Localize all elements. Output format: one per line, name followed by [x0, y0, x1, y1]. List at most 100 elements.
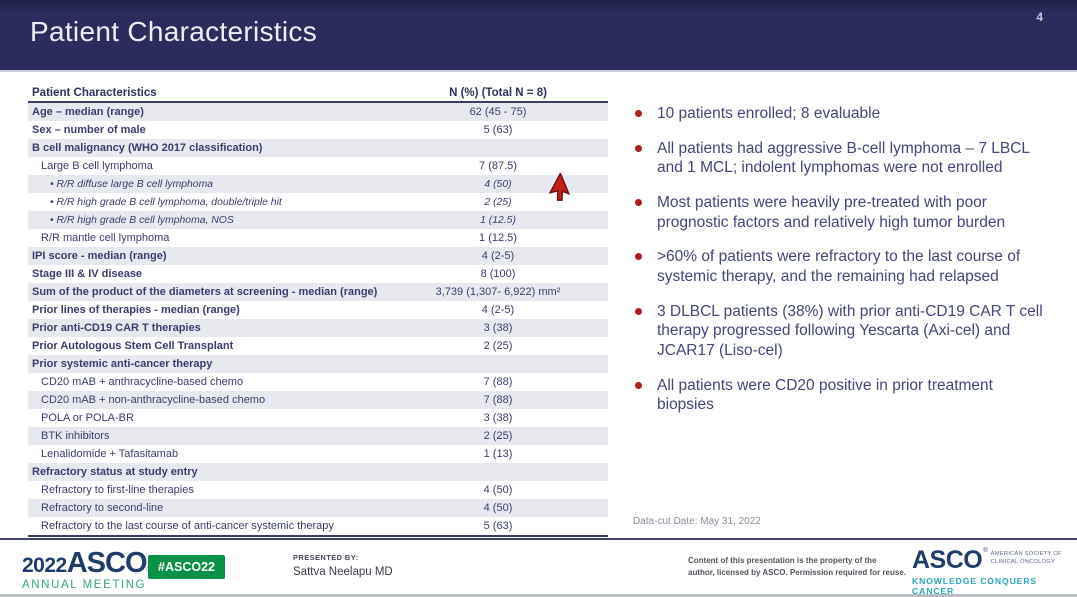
- asco-org-line-2: CLINICAL ONCOLOGY: [990, 558, 1056, 565]
- table-header-label-col: Patient Characteristics: [32, 86, 157, 99]
- table-row: Age – median (range) 62 (45 - 75): [28, 103, 608, 121]
- list-item: All patients were CD20 positive in prior…: [633, 376, 1048, 415]
- table-row: Stage III & IV disease 8 (100): [28, 265, 608, 283]
- table-row: B cell malignancy (WHO 2017 classificati…: [28, 139, 608, 157]
- asco-tagline: KNOWLEDGE CONQUERS CANCER: [912, 576, 1038, 596]
- summary-bullets: 10 patients enrolled; 8 evaluable All pa…: [633, 104, 1048, 430]
- table-row: Refractory to second-line 4 (50): [28, 499, 608, 517]
- row-value: 8 (100): [480, 268, 516, 280]
- row-value: 3,739 (1,307- 6,922) mm²: [435, 286, 561, 298]
- logo-asco-text: ASCO: [66, 547, 148, 579]
- row-label: Refractory to second-line: [41, 502, 164, 514]
- row-label: POLA or POLA-BR: [41, 412, 134, 424]
- row-label: • R/R high grade B cell lymphoma, double…: [50, 196, 282, 208]
- asco-org-name: AMERICAN SOCIETY OF CLINICAL ONCOLOGY: [991, 551, 1062, 567]
- footer: 2022 ASCO ® ANNUAL MEETING #ASCO22 PRESE…: [0, 540, 1077, 594]
- row-label: Sum of the product of the diameters at s…: [32, 286, 378, 298]
- row-label: Refractory status at study entry: [32, 466, 198, 478]
- table-row: POLA or POLA-BR 3 (38): [28, 409, 608, 427]
- row-value: 1 (12.5): [479, 232, 517, 244]
- row-label: • R/R high grade B cell lymphoma, NOS: [50, 214, 234, 226]
- row-label: Prior anti-CD19 CAR T therapies: [32, 322, 201, 334]
- bullet-icon: [635, 110, 642, 117]
- table-row: R/R mantle cell lymphoma 1 (12.5): [28, 229, 608, 247]
- bullet-icon: [635, 144, 642, 152]
- bullet-text: Most patients were heavily pre-treated w…: [657, 194, 1006, 231]
- row-value: 7 (87.5): [479, 160, 517, 172]
- bullet-icon: [635, 253, 642, 261]
- row-value: 4 (2-5): [481, 304, 515, 316]
- row-label: Prior systemic anti-cancer therapy: [32, 358, 213, 370]
- bullet-icon: [635, 307, 642, 315]
- row-label: • R/R diffuse large B cell lymphoma: [50, 178, 214, 190]
- row-value: 4 (50): [483, 484, 513, 496]
- row-value: 7 (88): [483, 394, 513, 406]
- row-label: Age – median (range): [32, 106, 144, 118]
- table-row: Large B cell lymphoma 7 (87.5): [28, 157, 608, 175]
- page-number: 4: [1036, 10, 1043, 24]
- asco-logo-text: ASCO: [912, 546, 983, 574]
- table-row: Sum of the product of the diameters at s…: [28, 283, 608, 301]
- logo-year: 2022: [22, 554, 67, 577]
- row-value: 1 (12.5): [480, 214, 516, 226]
- row-label: IPI score - median (range): [32, 250, 167, 262]
- page-title: Patient Characteristics: [30, 16, 318, 47]
- bullet-icon: [635, 381, 642, 389]
- row-value: 2 (25): [483, 340, 513, 352]
- characteristics-table: Patient Characteristics N (%) (Total N =…: [28, 84, 608, 537]
- logo-annual-meeting: ANNUAL MEETING: [22, 579, 147, 591]
- bullet-text: >60% of patients were refractory to the …: [657, 248, 1021, 286]
- row-value: 4 (50): [483, 502, 513, 514]
- copyright-line-2: author, licensed by ASCO. Permission req…: [688, 568, 906, 578]
- row-label: Lenalidomide + Tafasitamab: [41, 448, 179, 460]
- bullet-text: 10 patients enrolled; 8 evaluable: [657, 105, 881, 122]
- title-bar: Patient Characteristics 4: [0, 0, 1077, 72]
- presenter-name: Sattva Neelapu MD: [293, 566, 393, 578]
- row-label: Refractory to the last course of anti-ca…: [41, 520, 334, 532]
- table-header-row: Patient Characteristics N (%) (Total N =…: [28, 84, 608, 103]
- copyright-line-1: Content of this presentation is the prop…: [688, 556, 877, 565]
- row-value: 5 (63): [483, 520, 513, 532]
- row-value: 3 (38): [483, 322, 513, 334]
- row-value: 5 (63): [483, 124, 513, 136]
- table-header-value-col: N (%) (Total N = 8): [449, 86, 547, 99]
- row-label: R/R mantle cell lymphoma: [41, 232, 170, 244]
- table-row: Lenalidomide + Tafasitamab 1 (13): [28, 445, 608, 463]
- list-item: 3 DLBCL patients (38%) with prior anti-C…: [633, 302, 1048, 361]
- bullet-text: All patients had aggressive B-cell lymph…: [657, 139, 1030, 177]
- table-row: • R/R high grade B cell lymphoma, double…: [28, 193, 608, 211]
- table-row: CD20 mAB + non-anthracycline-based chemo…: [28, 391, 608, 409]
- datacut-note: Data-cut Date: May 31, 2022: [633, 516, 761, 527]
- row-label: Large B cell lymphoma: [41, 160, 153, 172]
- table-row: • R/R diffuse large B cell lymphoma 4 (50…: [28, 175, 608, 193]
- row-value: 7 (88): [483, 376, 513, 388]
- list-item: Most patients were heavily pre-treated w…: [633, 193, 1048, 232]
- row-value: 2 (25): [483, 430, 513, 442]
- table-row: Prior anti-CD19 CAR T therapies 3 (38): [28, 319, 608, 337]
- row-label: B cell malignancy (WHO 2017 classificati…: [32, 142, 263, 154]
- table-row: Refractory to the last course of anti-ca…: [28, 517, 608, 537]
- bullet-icon: [635, 199, 642, 207]
- row-label: Refractory to first-line therapies: [41, 484, 194, 496]
- row-label: Prior Autologous Stem Cell Transplant: [32, 340, 234, 352]
- row-value: 4 (50): [484, 178, 512, 190]
- row-label: CD20 mAB + anthracycline-based chemo: [41, 376, 244, 388]
- footer-divider: [0, 538, 1077, 540]
- asco-org-logo: ASCO ® AMERICAN SOCIETY OF CLINICAL ONCO…: [912, 546, 1077, 596]
- table-row: Prior systemic anti-cancer therapy: [28, 355, 608, 373]
- table-row: Refractory status at study entry: [28, 463, 608, 481]
- list-item: >60% of patients were refractory to the …: [633, 247, 1048, 286]
- row-value: 4 (2-5): [481, 250, 515, 262]
- presented-by-label: PRESENTED BY:: [293, 553, 359, 562]
- list-item: 10 patients enrolled; 8 evaluable: [633, 104, 1048, 124]
- asco-org-line-1: AMERICAN SOCIETY OF: [990, 551, 1062, 557]
- row-value: 62 (45 - 75): [469, 106, 527, 118]
- table-row: Refractory to first-line therapies 4 (50): [28, 481, 608, 499]
- bullet-text: All patients were CD20 positive in prior…: [657, 376, 993, 414]
- copyright-notice: Content of this presentation is the prop…: [688, 555, 906, 580]
- table-row: Prior Autologous Stem Cell Transplant 2 (…: [28, 337, 608, 355]
- row-label: Sex – number of male: [32, 124, 146, 136]
- row-label: Stage III & IV disease: [32, 268, 143, 280]
- asco-2022-meeting-logo: 2022 ASCO ® ANNUAL MEETING: [22, 547, 152, 591]
- presented-by-block: PRESENTED BY: Sattva Neelapu MD: [293, 553, 393, 578]
